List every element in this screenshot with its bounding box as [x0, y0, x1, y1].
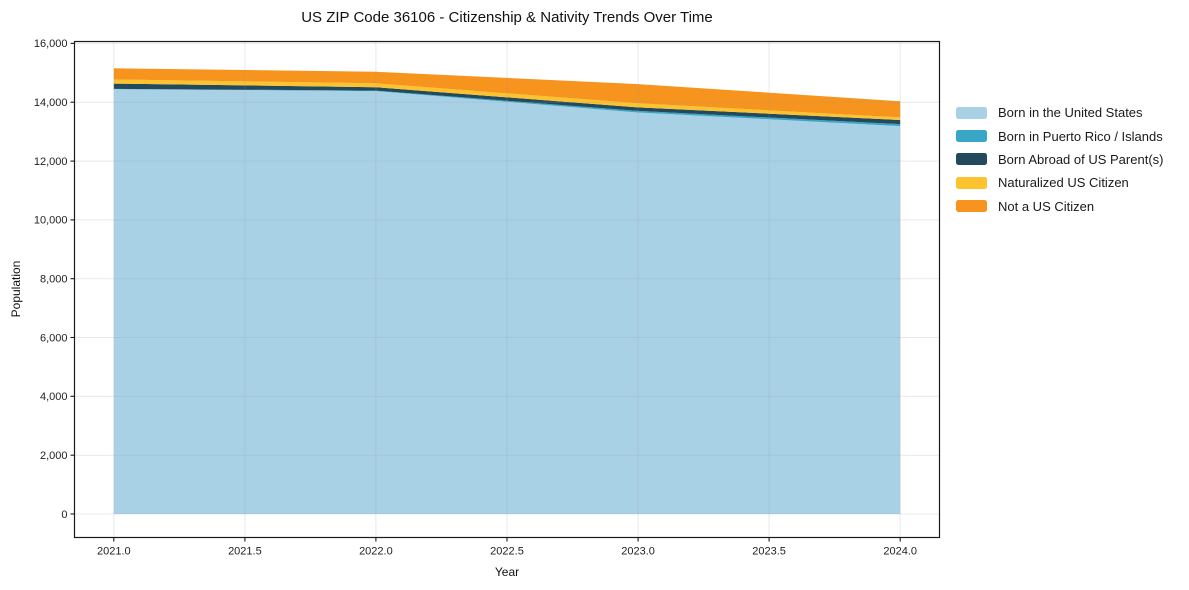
legend-swatch-icon [956, 106, 987, 119]
y-tick-label: 14,000 [34, 97, 68, 109]
legend-label: Not a US Citizen [998, 198, 1095, 214]
y-tick-label: 0 [61, 509, 67, 521]
legend-swatch-icon [956, 130, 987, 143]
legend-item: Born Abroad of US Parent(s) [956, 148, 1163, 171]
y-tick-label: 12,000 [34, 156, 68, 168]
x-tick-label: 2022.0 [359, 546, 393, 558]
x-tick-label: 2021.5 [228, 546, 262, 558]
x-tick-label: 2023.5 [752, 546, 786, 558]
legend-swatch-icon [956, 153, 987, 166]
area-series-4 [113, 68, 901, 118]
legend-item: Not a US Citizen [956, 195, 1163, 218]
legend-label: Naturalized US Citizen [998, 175, 1129, 191]
y-tick-label: 2,000 [40, 450, 68, 462]
legend-swatch-icon [956, 200, 987, 213]
x-tick-label: 2023.0 [621, 546, 655, 558]
x-tick-label: 2024.0 [883, 546, 917, 558]
x-tick-label: 2022.5 [490, 546, 524, 558]
legend-item: Born in Puerto Rico / Islands [956, 124, 1163, 147]
y-tick-label: 10,000 [34, 215, 68, 227]
x-axis-label: Year [494, 565, 520, 579]
legend: Born in the United States Born in Puerto … [956, 101, 1163, 218]
legend-label: Born Abroad of US Parent(s) [998, 151, 1164, 167]
legend-label: Born in the United States [998, 105, 1143, 121]
y-axis-label: Population [9, 260, 23, 318]
area-series-2 [113, 83, 901, 125]
chart-title: US ZIP Code 36106 - Citizenship & Nativi… [301, 9, 713, 26]
legend-item: Born in the United States [956, 101, 1163, 124]
x-tick-label: 2021.0 [97, 546, 131, 558]
y-tick-label: 6,000 [40, 332, 68, 344]
area-series-3 [113, 79, 901, 120]
legend-swatch-icon [956, 176, 987, 189]
y-tick-label: 4,000 [40, 391, 68, 403]
y-tick-label: 8,000 [40, 274, 68, 286]
legend-item: Naturalized US Citizen [956, 171, 1163, 194]
y-tick-label: 16,000 [34, 38, 68, 50]
legend-label: Born in Puerto Rico / Islands [998, 128, 1163, 144]
area-series-0 [113, 89, 901, 514]
